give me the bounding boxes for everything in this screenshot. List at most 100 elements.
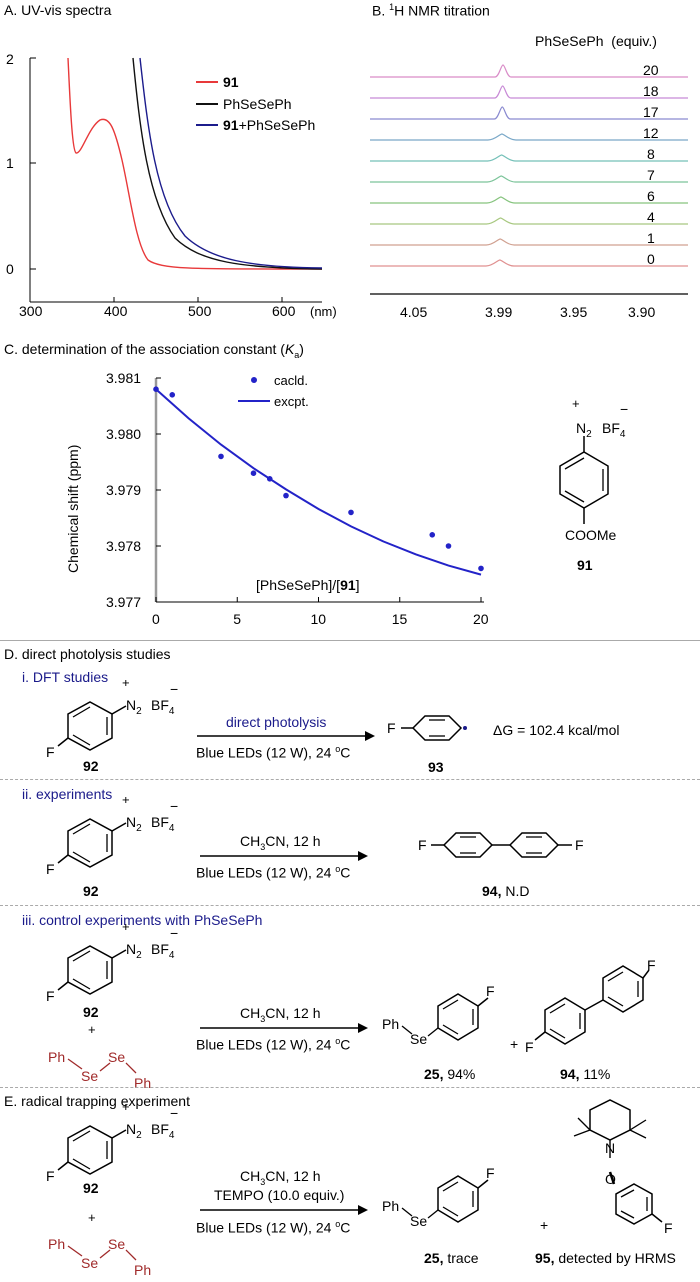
- ka-ytick: 3.981: [106, 370, 141, 386]
- nmr-trace: [370, 197, 688, 203]
- uv-xtick: 600: [272, 303, 296, 319]
- svg-text:N2: N2: [126, 1121, 142, 1141]
- label-92-iii: 92: [83, 1004, 99, 1020]
- svg-text:+: +: [122, 797, 130, 807]
- nmr-trace: [370, 239, 688, 245]
- reaction-arrow-e: [198, 1204, 368, 1216]
- label-95: 95, detected by HRMS: [535, 1250, 676, 1266]
- compound-94-structure-iii: F F: [525, 958, 675, 1068]
- compound-92-structure-e: F N2 + BF4 −: [40, 1104, 190, 1204]
- ka-data-point: [429, 532, 435, 538]
- ka-xtick: 0: [152, 611, 160, 627]
- ka-chart: Chemical shift (ppm) 3.981 3.980 3.979 3.97…: [0, 358, 500, 638]
- nmr-trace: [370, 176, 688, 182]
- ka-legend-expt: excpt.: [274, 394, 309, 409]
- nmr-equiv-label: 20: [643, 62, 659, 78]
- reaction-arrow-iii: [198, 1022, 368, 1034]
- uv-y-ticks: 2 1 0: [6, 51, 36, 277]
- ka-data-point: [446, 543, 452, 549]
- divider-d-e: [0, 1087, 700, 1088]
- svg-text:−: −: [170, 925, 178, 941]
- svg-text:N2: N2: [126, 697, 142, 717]
- nmr-equiv-label: 8: [647, 146, 655, 162]
- uv-xtick: 300: [19, 303, 43, 319]
- ka-ytick: 3.978: [106, 538, 141, 554]
- compound-25-structure-e: Ph Se F: [382, 1160, 512, 1240]
- nmr-xtick: 3.95: [560, 304, 587, 320]
- label-93: 93: [428, 759, 444, 775]
- nmr-equiv-label: 1: [647, 230, 655, 246]
- svg-text:F: F: [46, 1168, 55, 1184]
- svg-text:F: F: [418, 837, 427, 853]
- svg-text:N2: N2: [126, 941, 142, 961]
- ka-data-point: [218, 454, 224, 460]
- uv-legend: 91 PhSeSePh 91+PhSeSePh: [196, 74, 315, 133]
- ka-data-point: [283, 493, 289, 499]
- uv-xtick: 500: [188, 303, 212, 319]
- nmr-equiv-label: 12: [643, 125, 659, 141]
- svg-text:Ph: Ph: [48, 1049, 65, 1065]
- label-92-e: 92: [83, 1180, 99, 1196]
- ka-data-point: [348, 510, 354, 516]
- compound-92-structure-i: F N2 + BF4 −: [40, 680, 190, 780]
- svg-text:Ph: Ph: [382, 1016, 399, 1032]
- svg-text:BF4: BF4: [151, 697, 175, 717]
- nmr-trace: [370, 260, 688, 266]
- compound-25-structure-iii: Ph Se F: [382, 978, 512, 1058]
- solvent-iii: CH3CN, 12 h: [240, 1005, 321, 1024]
- svg-text:F: F: [647, 958, 656, 973]
- nmr-equiv-label: 0: [647, 251, 655, 267]
- ka-legend-calc: cacld.: [274, 373, 308, 388]
- nmr-trace: [370, 155, 688, 161]
- panel-c-title: C. determination of the association cons…: [4, 341, 304, 360]
- svg-text:F: F: [387, 720, 396, 736]
- ka-ytick: 3.980: [106, 426, 141, 442]
- divider-di-dii: [0, 779, 700, 780]
- nmr-equiv-label: 18: [643, 83, 659, 99]
- svg-text:F: F: [46, 988, 55, 1004]
- ka-data-point: [267, 476, 273, 482]
- svg-text:Se: Se: [81, 1255, 98, 1271]
- ka-xlabel: [PhSeSePh]/[91]: [256, 577, 360, 593]
- cond-ii: Blue LEDs (12 W), 24 oC: [196, 864, 350, 881]
- ka-xtick: 15: [392, 611, 408, 627]
- nmr-xtick: 4.05: [400, 304, 427, 320]
- svg-text:+: +: [122, 1104, 130, 1114]
- uv-ytick: 0: [6, 261, 14, 277]
- svg-text:F: F: [486, 1165, 495, 1181]
- nmr-equiv-label: 7: [647, 167, 655, 183]
- reaction-arrow-ii: [198, 850, 368, 862]
- svg-text:Ph: Ph: [134, 1262, 151, 1278]
- compound-91-coome: COOMe: [565, 527, 617, 543]
- delta-g-value: ΔG = 102.4 kcal/mol: [493, 722, 619, 738]
- uv-curve-91: [68, 58, 322, 269]
- plus-sign-iii-products: +: [510, 1036, 518, 1052]
- svg-text:Se: Se: [108, 1236, 125, 1252]
- ka-ytick: 3.977: [106, 594, 141, 610]
- compound-91-label: 91: [577, 557, 593, 573]
- svg-text:O: O: [605, 1171, 616, 1187]
- ka-xtick: 10: [311, 611, 327, 627]
- uv-ytick: 2: [6, 51, 14, 67]
- label-94-iii: 94, 11%: [560, 1066, 610, 1082]
- uv-legend-phsesePh: PhSeSePh: [223, 96, 292, 112]
- nmr-equiv-label: 4: [647, 209, 655, 225]
- ka-xtick: 20: [473, 611, 489, 627]
- label-25-iii: 25, 94%: [424, 1066, 475, 1082]
- compound-92-structure-iii: F N2 + BF4 −: [40, 924, 190, 1024]
- reaction-arrow-i: [195, 730, 375, 742]
- svg-text:Se: Se: [410, 1031, 427, 1047]
- ka-data-point: [478, 566, 484, 572]
- svg-text:BF4: BF4: [151, 814, 175, 834]
- ka-data-point: [169, 392, 175, 398]
- cond-i: Blue LEDs (12 W), 24 oC: [196, 744, 350, 761]
- svg-text:F: F: [575, 837, 584, 853]
- uv-x-unit: (nm): [310, 304, 337, 319]
- nmr-trace: [370, 134, 688, 140]
- nmr-chart: 20 18 17 12 8 7 6 4 1 0 4.05 3.99 3.95 3.90: [360, 55, 700, 325]
- nmr-equiv-label: 6: [647, 188, 655, 204]
- compound-91-minus: −: [620, 401, 628, 417]
- label-92-ii: 92: [83, 883, 99, 899]
- solvent-e: CH3CN, 12 h: [240, 1168, 321, 1187]
- ka-ylabel: Chemical shift (ppm): [65, 445, 81, 573]
